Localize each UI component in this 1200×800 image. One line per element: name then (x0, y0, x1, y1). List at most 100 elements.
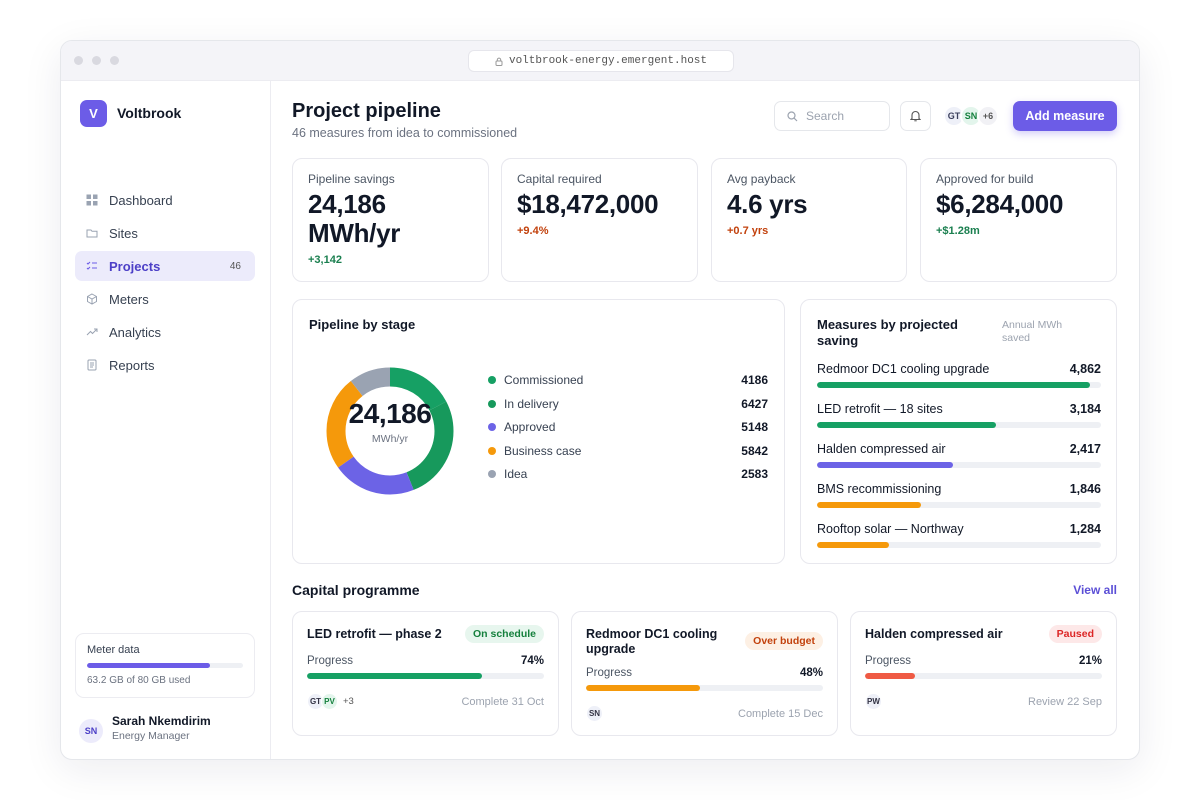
kpi-card: Avg payback 4.6 yrs +0.7 yrs (711, 158, 907, 282)
measure-row: BMS recommissioning 1,846 (817, 482, 1101, 508)
kpi-value: $6,284,000 (936, 189, 1064, 219)
project-card[interactable]: Halden compressed air Paused Progress 21% PW… (850, 611, 1117, 736)
kpi-value: 24,186 MWh/yr (308, 189, 401, 248)
measure-head: Redmoor DC1 cooling upgrade 4,862 (817, 362, 1101, 376)
page-subtitle: 46 measures from idea to commissioned (292, 126, 518, 140)
storage-bar (87, 663, 211, 668)
search-placeholder: Search (806, 109, 845, 123)
donut-segment (326, 367, 454, 495)
user-role: Energy Manager (112, 730, 190, 742)
measure-value: 1,846 (1069, 482, 1101, 496)
donut-segment (326, 367, 454, 495)
measure-head: BMS recommissioning 1,846 (817, 482, 1101, 496)
project-name: LED retrofit — phase 2 (307, 627, 442, 641)
legend-value: 5842 (741, 443, 768, 458)
sidebar: V Voltbrook Dashboard Sites Projects 46 Mete… (61, 81, 271, 759)
measure-value: 1,284 (1069, 522, 1101, 536)
nav-label: Dashboard (109, 192, 173, 208)
nav-item[interactable]: Reports (75, 350, 255, 380)
progress-head: Progress 48% (586, 667, 823, 679)
legend-dot (488, 446, 496, 455)
measure-value: 2,417 (1069, 442, 1101, 456)
nav-label: Meters (109, 291, 149, 307)
measure-head: LED retrofit — 18 sites 3,184 (817, 402, 1101, 416)
project-card[interactable]: Redmoor DC1 cooling upgrade Over budget Pr… (571, 611, 838, 736)
nav-label: Sites (109, 225, 138, 241)
measure-row: Rooftop solar — Northway 1,284 (817, 522, 1101, 548)
notifications[interactable] (900, 101, 931, 131)
url-bar[interactable]: voltbrook-energy.emergent.host (468, 50, 734, 72)
status-pill: Paused (1048, 625, 1102, 643)
project-name: Halden compressed air (865, 627, 1003, 641)
measure-name: Halden compressed air (817, 442, 946, 456)
nav-icon (87, 293, 97, 305)
project-date: Complete 31 Oct (461, 695, 544, 708)
progress-label: Progress (586, 667, 633, 679)
nav-label: Reports (109, 357, 155, 373)
progress-head: Progress 74% (307, 655, 544, 667)
progress-head: Progress 21% (865, 655, 1102, 667)
legend-row: Commissioned 4186 (488, 373, 768, 387)
nav-item[interactable]: Projects 46 (75, 251, 255, 281)
progress-bar (586, 685, 700, 691)
add-button[interactable]: Add measure (1013, 101, 1117, 131)
window-dot (74, 56, 83, 65)
nav-item[interactable]: Sites (75, 218, 255, 248)
kpi-delta: +0.7 yrs (727, 225, 769, 237)
status-pill: Over budget (745, 632, 823, 650)
project-name: Redmoor DC1 cooling upgrade (586, 627, 718, 656)
measure-track (817, 462, 1101, 468)
storage-card: Meter data 63.2 GB of 80 GB used (75, 633, 255, 698)
legend-dot (488, 423, 496, 431)
measure-bar (817, 502, 921, 508)
user[interactable]: SN Sarah Nkemdirim Energy Manager (79, 714, 249, 750)
project-date: Complete 15 Dec (738, 707, 823, 720)
progress-label: Progress (865, 655, 912, 667)
legend-value: 5148 (741, 420, 768, 434)
kpi-label: Avg payback (727, 172, 796, 186)
project-foot: SN Complete 15 Dec (586, 705, 823, 722)
legend-dot (488, 376, 496, 384)
card-note: Annual MWh saved (1002, 319, 1063, 344)
measure-name: LED retrofit — 18 sites (817, 402, 943, 416)
view-all-link[interactable]: View all (1073, 583, 1117, 597)
url: voltbrook-energy.emergent.host (508, 55, 708, 67)
kpi-label: Pipeline savings (308, 172, 395, 186)
kpi-card: Capital required $18,472,000 +9.4% (501, 158, 698, 282)
nav-icon (86, 229, 98, 238)
status-pill: On schedule (464, 625, 544, 643)
measure-track (817, 542, 1101, 548)
donut-unit: MWh/yr (371, 433, 409, 445)
nav-item[interactable]: Dashboard (75, 185, 255, 215)
measure-track (817, 422, 1101, 428)
nav-item[interactable]: Analytics (75, 317, 255, 347)
legend-row: Approved 5148 (488, 420, 768, 434)
search[interactable]: Search (774, 101, 890, 131)
progress-value: 48% (799, 667, 823, 679)
card-title: Measures by projected saving (817, 317, 958, 348)
kpi-card: Pipeline savings 24,186 MWh/yr +3,142 (292, 158, 489, 282)
project-card[interactable]: LED retrofit — phase 2 On schedule Progres… (292, 611, 559, 736)
nav-icon (86, 328, 98, 336)
measure-bar (817, 462, 953, 468)
nav-item[interactable]: Meters (75, 284, 255, 314)
legend-name: Business case (504, 443, 582, 458)
lock-icon (495, 57, 503, 66)
legend-value: 2583 (741, 467, 768, 481)
nav-icon (86, 261, 97, 270)
nav-badge: 46 (229, 260, 241, 272)
donut-segment (326, 367, 454, 495)
kpi-value: $18,472,000 (517, 189, 659, 219)
nav-label: Projects (109, 258, 161, 274)
storage-label: 63.2 GB of 80 GB used (87, 675, 191, 686)
legend-name: Approved (504, 420, 556, 434)
kpi-value: 4.6 yrs (727, 189, 808, 219)
card-title: Pipeline by stage (309, 317, 416, 332)
measure-name: Redmoor DC1 cooling upgrade (817, 362, 990, 376)
measure-bar (817, 382, 1090, 388)
logo[interactable]: V (80, 100, 107, 127)
page-title: Project pipeline (292, 100, 441, 122)
progress-track (586, 685, 823, 691)
title-bar: voltbrook-energy.emergent.host (61, 41, 1139, 81)
